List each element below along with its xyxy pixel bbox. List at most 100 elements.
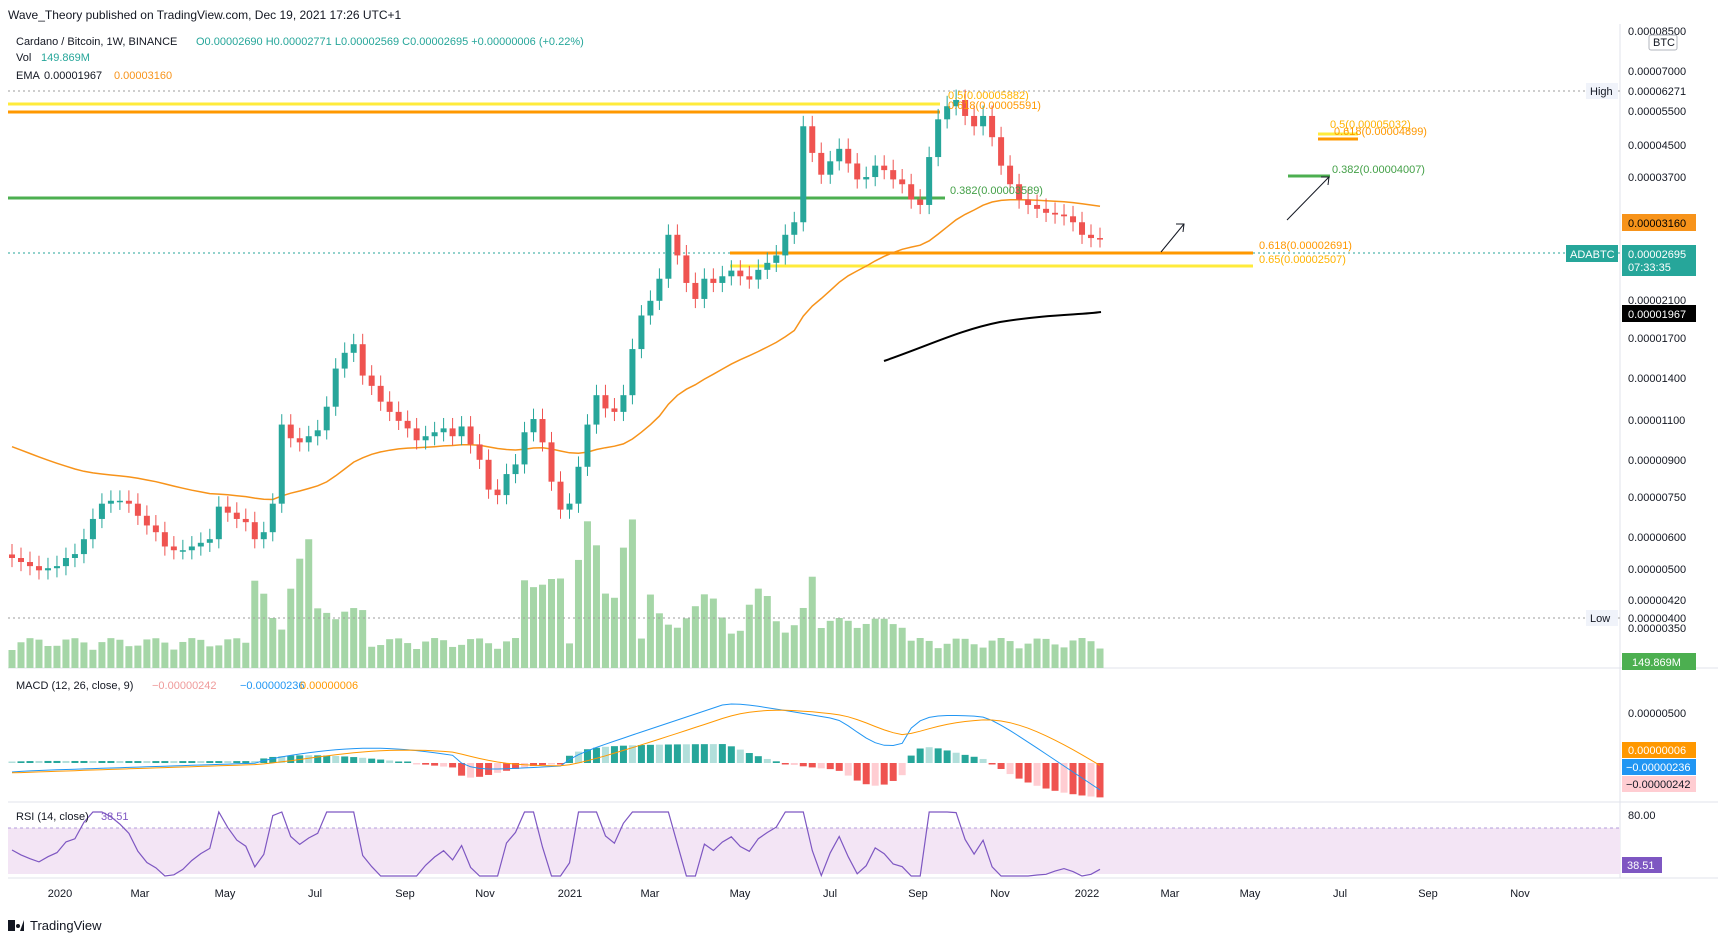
- legend-macd-label: MACD (12, 26, close, 9): [16, 680, 133, 692]
- volume-bar: [853, 627, 861, 668]
- macd-bar: [125, 761, 133, 763]
- volume-bar: [772, 621, 780, 668]
- volume-bar: [413, 648, 421, 668]
- candle-body: [917, 199, 924, 205]
- candle-body: [44, 568, 51, 571]
- candle-body: [764, 262, 771, 270]
- volume-bar: [934, 648, 942, 668]
- volume-bar: [583, 521, 591, 668]
- candle-body: [503, 474, 510, 496]
- macd-bar: [556, 763, 564, 765]
- macd-bar: [574, 751, 582, 763]
- candle-body: [233, 512, 240, 519]
- volume-bar: [1078, 638, 1086, 668]
- macd-bar: [718, 744, 726, 763]
- macd-bar: [395, 761, 403, 763]
- volume-bar: [512, 638, 520, 668]
- time-axis[interactable]: 2020 Mar May Jul Sep Nov 2021 Mar May Jul Sep Nov 20…: [48, 888, 1531, 900]
- macd-bar: [35, 760, 43, 763]
- fib-right-a-label: 0.5(0.00005032): [1330, 119, 1411, 131]
- macd-hist-tag-text: −0.00000242: [1626, 779, 1691, 791]
- macd-bar: [269, 756, 277, 763]
- macd-bar: [772, 761, 780, 763]
- candle-body: [944, 106, 951, 120]
- macd-bar: [646, 744, 654, 763]
- candle-body: [935, 119, 942, 158]
- macd-bar: [458, 763, 466, 776]
- volume-bar: [889, 624, 897, 668]
- volume-bar: [71, 638, 79, 668]
- price-tick: 0.00004500: [1628, 140, 1686, 152]
- rsi-tick: 80.00: [1628, 810, 1656, 822]
- candle-body: [476, 444, 483, 460]
- candle-body: [881, 165, 888, 171]
- candle-body: [80, 539, 87, 555]
- candle-body: [269, 503, 276, 533]
- volume-bar: [161, 642, 169, 668]
- volume-bar: [170, 649, 178, 668]
- macd-bar: [610, 746, 618, 763]
- macd-bar: [134, 761, 142, 763]
- time-tick: May: [215, 888, 236, 900]
- price-tick: 0.00005500: [1628, 106, 1686, 118]
- time-tick: Mar: [641, 888, 660, 900]
- macd-bar: [350, 757, 358, 763]
- low-label: Low: [1590, 613, 1610, 625]
- panel-separators: [8, 24, 1718, 879]
- macd-bar: [997, 763, 1005, 769]
- candle-body: [323, 406, 330, 431]
- ema-orange-line: [11, 198, 1101, 501]
- time-tick: Jul: [823, 888, 837, 900]
- candle-body: [116, 500, 123, 503]
- macd-bar: [8, 761, 16, 763]
- macd-bar: [377, 759, 385, 763]
- volume-bar: [574, 559, 582, 668]
- legend-vol-value: 149.869M: [41, 52, 90, 64]
- macd-bar: [143, 761, 151, 763]
- symbol-tag: [1566, 245, 1618, 262]
- tradingview-logo-icon: [8, 920, 24, 931]
- volume-bar: [341, 611, 349, 668]
- macd-bar: [1015, 763, 1023, 779]
- volume-bar: [799, 607, 807, 668]
- volume-bar: [970, 644, 978, 668]
- candle-body: [134, 503, 141, 516]
- volume-bar: [655, 613, 663, 668]
- candle-body: [602, 395, 609, 409]
- candle-body: [800, 126, 807, 223]
- candle-body: [251, 522, 258, 540]
- candle-body: [557, 481, 564, 510]
- candle-body: [1088, 234, 1095, 239]
- macd-bar: [287, 755, 295, 763]
- candle-body: [107, 500, 114, 504]
- footer[interactable]: TradingView: [8, 918, 102, 933]
- volume-bar: [224, 639, 232, 668]
- volume-bar: [628, 519, 636, 668]
- candles: [9, 89, 1103, 580]
- price-axis[interactable]: 0.000085000.000070000.000055000.00004500…: [1628, 26, 1686, 635]
- macd-bar: [1069, 763, 1077, 795]
- candle-body: [890, 170, 897, 180]
- legend-ema-value2: 0.00003160: [114, 70, 172, 82]
- candle-body: [647, 300, 654, 316]
- candle-body: [296, 438, 303, 443]
- volume-bar: [727, 633, 735, 668]
- volume-bar: [440, 640, 448, 668]
- macd-bar: [548, 763, 556, 765]
- price-tick: 0.00000500: [1628, 564, 1686, 576]
- volume-bar: [907, 640, 915, 668]
- volume-bar: [152, 638, 160, 668]
- volume-bar: [188, 638, 196, 668]
- candle-body: [89, 518, 96, 540]
- candle-body: [1007, 165, 1014, 185]
- macd-bar: [763, 758, 771, 763]
- candle-body: [782, 234, 789, 256]
- candle-body: [863, 177, 870, 180]
- fib-green-mid-label: 0.382(0.00003589): [950, 185, 1043, 197]
- macd-bar: [871, 763, 879, 786]
- macd-bar: [880, 763, 888, 785]
- candle-body: [512, 464, 519, 475]
- macd-bar: [934, 748, 942, 763]
- macd-bar: [1087, 763, 1095, 797]
